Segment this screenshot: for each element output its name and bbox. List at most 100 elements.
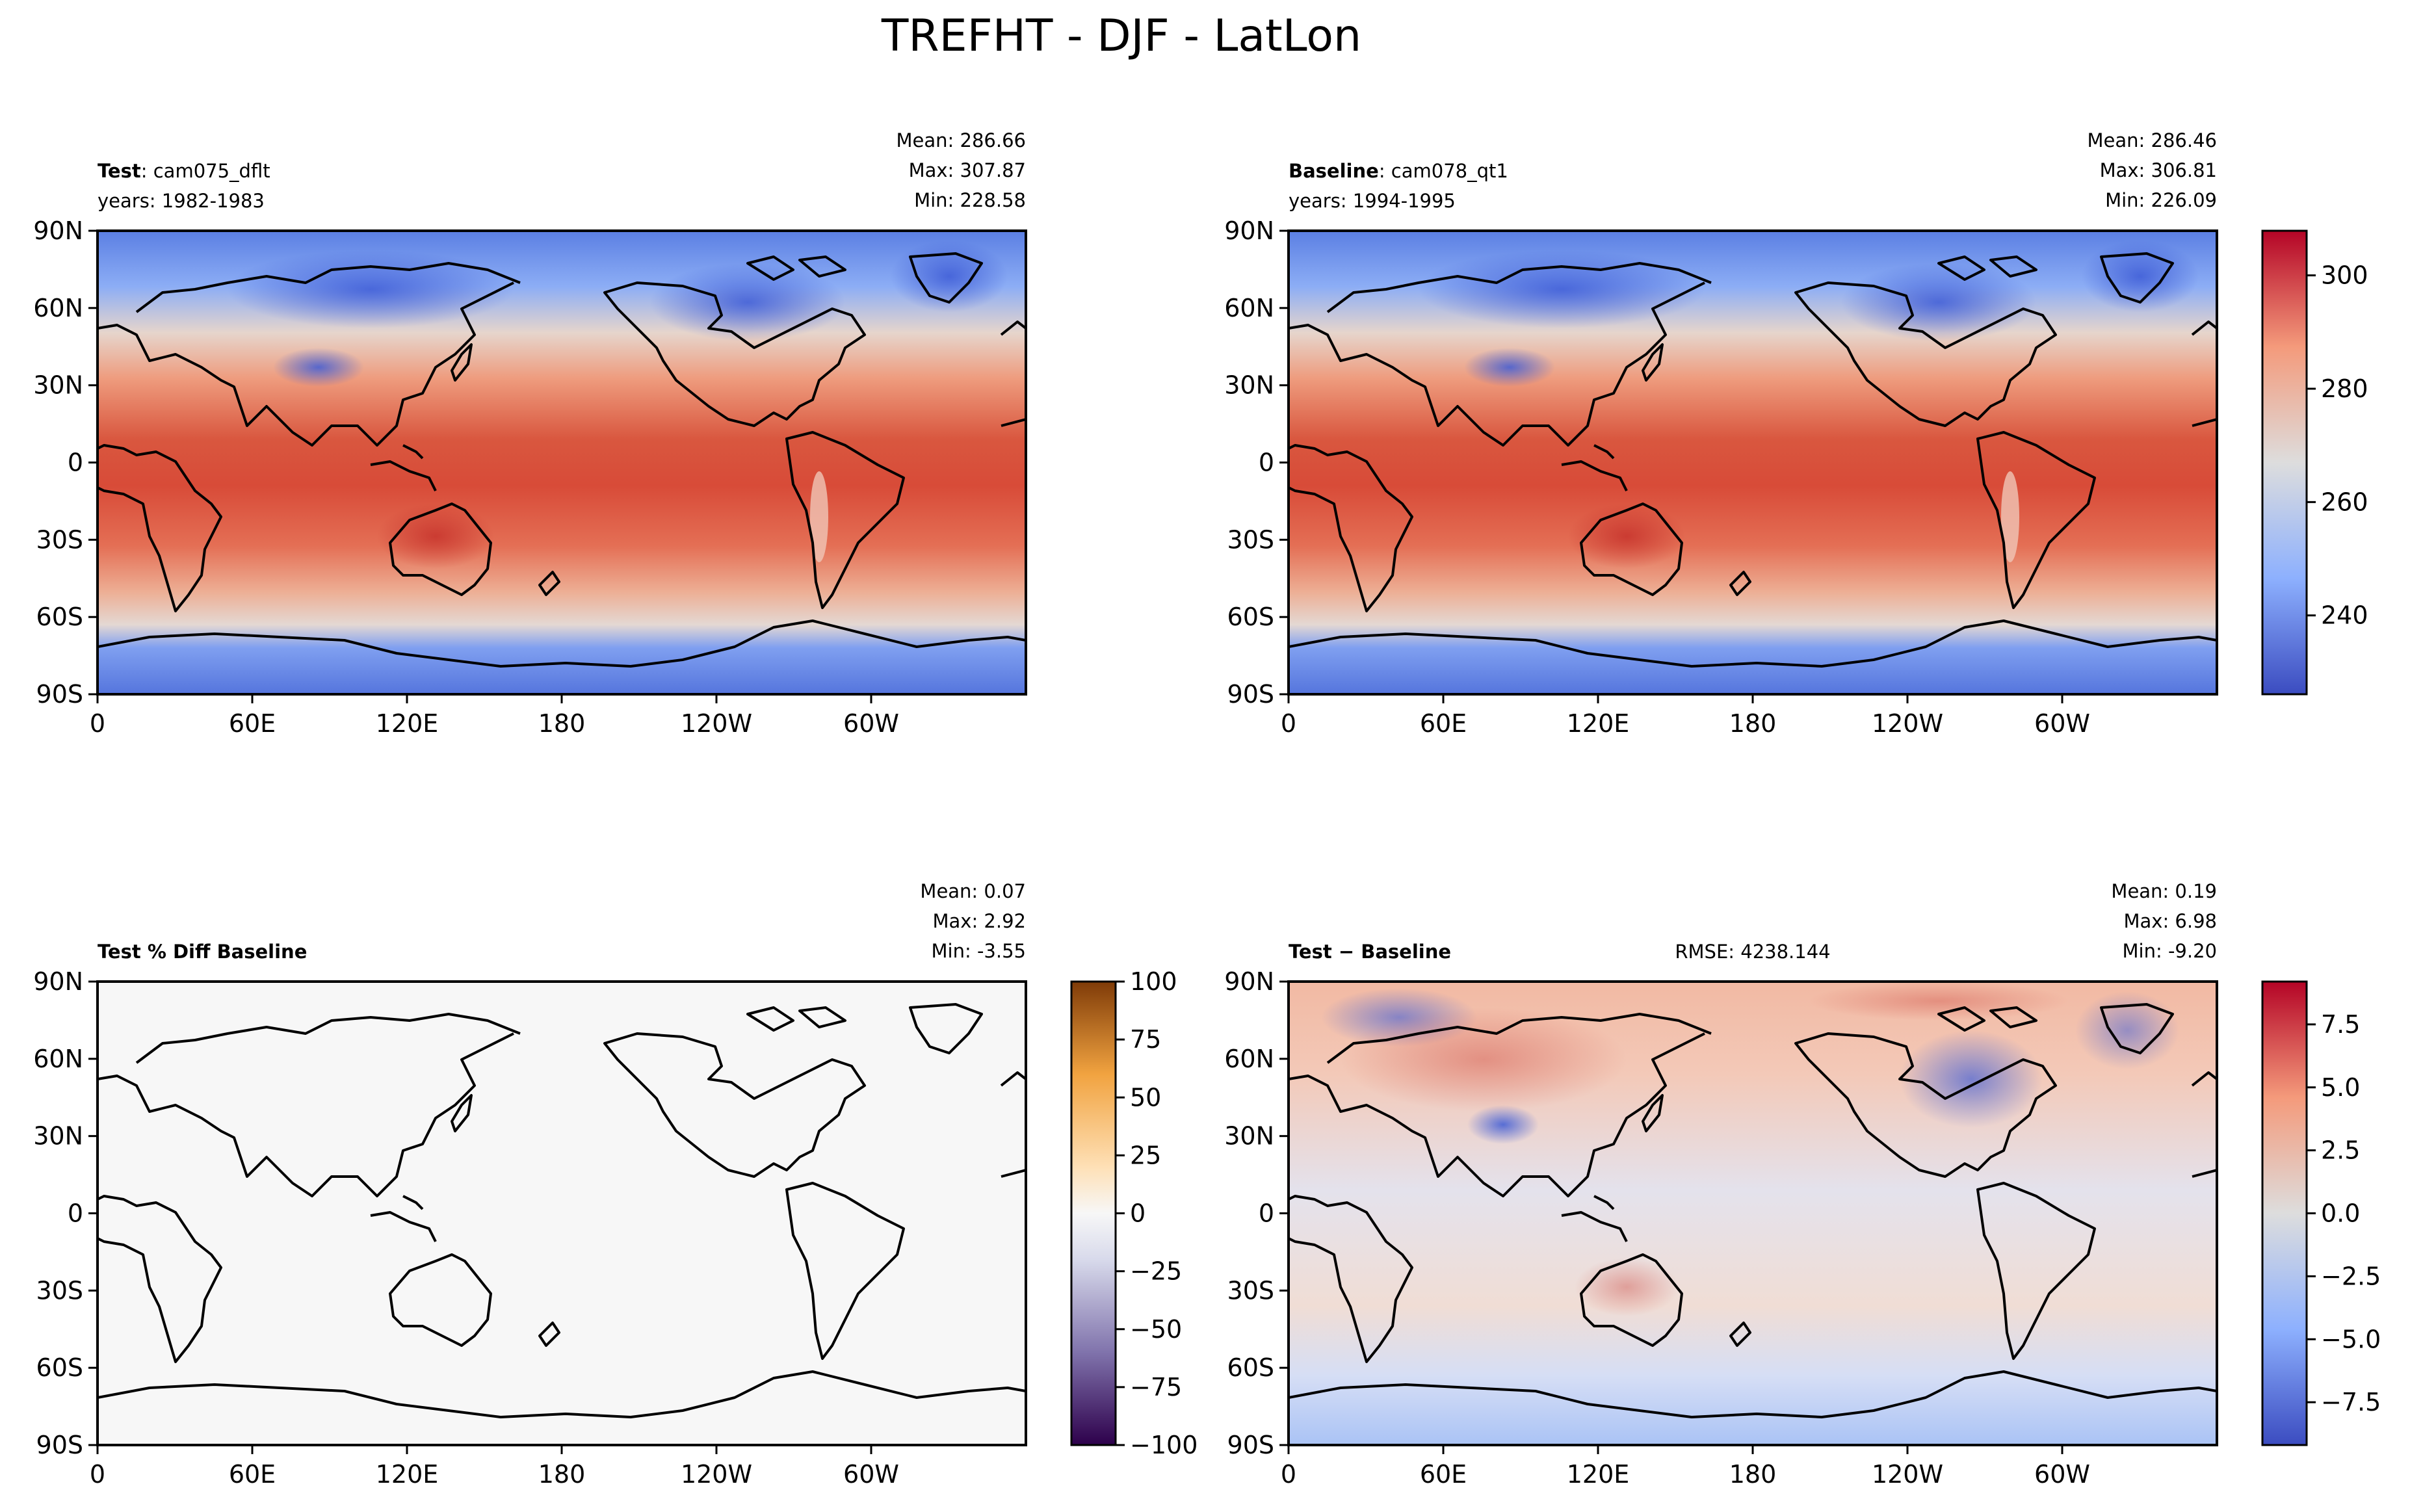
colorbar-tick-label: −2.5 xyxy=(2321,1262,2381,1290)
panel-stat: Min: 226.09 xyxy=(2105,189,2217,211)
x-tick-label: 120E xyxy=(376,1460,439,1489)
y-tick-label: 90N xyxy=(33,216,83,245)
x-tick-label: 0 xyxy=(1281,1460,1296,1489)
y-tick-label: 30S xyxy=(1227,1276,1274,1305)
y-tick-label: 30N xyxy=(33,371,83,400)
panel-stat: Max: 307.87 xyxy=(909,159,1026,181)
y-tick-label: 60N xyxy=(33,294,83,322)
x-tick-label: 0 xyxy=(90,1460,105,1489)
x-tick-label: 0 xyxy=(1281,709,1296,738)
x-tick-label: 60E xyxy=(1420,709,1467,738)
y-tick-label: 90S xyxy=(1227,1431,1274,1459)
colorbar-tick-label: −100 xyxy=(1130,1431,1198,1459)
panel-stat: Mean: 0.07 xyxy=(920,880,1026,902)
colorbar-baseline: 300 280 260 240 xyxy=(2261,229,2368,696)
x-tick-label: 180 xyxy=(1729,709,1777,738)
y-tick-label: 30N xyxy=(1224,1122,1274,1151)
x-tick-label: 60E xyxy=(1420,1460,1467,1489)
y-tick-label: 0 xyxy=(1259,1199,1274,1228)
colorbar-tick-label: 260 xyxy=(2321,488,2368,516)
colorbar-tick-label: 280 xyxy=(2321,374,2368,403)
colorbar-tick-label: −7.5 xyxy=(2321,1388,2381,1416)
colorbar-tick-label: 240 xyxy=(2321,601,2368,630)
colorbar-tick-label: 300 xyxy=(2321,261,2368,290)
map-field xyxy=(98,982,1026,1445)
colorbar-tick-label: −5.0 xyxy=(2321,1325,2381,1353)
map-panel-test: 0 60E 120E 180 120W 60W 90N 60N 30N 0 30S 60S 90S Tes… xyxy=(33,129,1027,738)
map-field xyxy=(98,231,1026,694)
y-tick-label: 90N xyxy=(1224,967,1274,996)
panel-label: Baseline: cam078_qt1 xyxy=(1289,160,1508,182)
panel-label-case: : cam078_qt1 xyxy=(1379,160,1508,182)
map-panel-baseline: 0 60E 120E 180 120W 60W 90N 60N 30N 0 30S 60S 90S Bas… xyxy=(1224,129,2218,738)
panel-stat: Min: -3.55 xyxy=(932,940,1026,962)
panel-stat: Mean: 286.46 xyxy=(2088,129,2217,151)
colorbar-tick-label: −75 xyxy=(1130,1373,1182,1401)
y-tick-label: 60N xyxy=(33,1045,83,1073)
panel-stat: Max: 2.92 xyxy=(932,910,1026,932)
y-tick-label: 30S xyxy=(36,525,83,554)
colorbar-tick-label: −25 xyxy=(1130,1257,1182,1286)
y-tick-label: 90N xyxy=(1224,216,1274,245)
x-tick-label: 60W xyxy=(2034,709,2090,738)
y-tick-label: 30S xyxy=(1227,525,1274,554)
panel-stat: Max: 306.81 xyxy=(2100,159,2217,181)
y-tick-label: 0 xyxy=(1259,449,1274,477)
panel-label: Test − Baseline xyxy=(1289,941,1451,963)
map-field xyxy=(1289,982,2217,1445)
figure-title: TREFHT - DJF - LatLon xyxy=(881,10,1361,62)
x-tick-label: 180 xyxy=(1729,1460,1777,1489)
colorbar-tick-label: 100 xyxy=(1130,967,1177,996)
colorbar-gradient xyxy=(1070,980,1117,1446)
colorbar-tick-label: −50 xyxy=(1130,1315,1182,1344)
panel-stat: Min: -9.20 xyxy=(2123,940,2217,962)
colorbar-tick-label: 25 xyxy=(1130,1141,1161,1169)
panel-label-bold: Baseline xyxy=(1289,160,1379,182)
colorbar-gradient xyxy=(2261,980,2308,1446)
x-tick-label: 120W xyxy=(681,709,752,738)
y-tick-label: 60S xyxy=(36,1353,83,1382)
colorbar-tick-label: 0.0 xyxy=(2321,1199,2360,1228)
y-tick-label: 60S xyxy=(36,603,83,631)
x-tick-label: 0 xyxy=(90,709,105,738)
y-tick-label: 0 xyxy=(68,449,83,477)
y-tick-label: 60S xyxy=(1227,1353,1274,1382)
x-tick-label: 180 xyxy=(538,709,586,738)
y-tick-label: 90S xyxy=(1227,680,1274,709)
colorbar-tick-label: 7.5 xyxy=(2321,1010,2360,1039)
panel-years: years: 1994-1995 xyxy=(1289,190,1456,212)
panel-stat: Max: 6.98 xyxy=(2123,910,2217,932)
map-panel-diff: 0 60E 120E 180 120W 60W 90N 60N 30N 0 30S 60S 90S Tes… xyxy=(1224,880,2218,1489)
colorbar-gradient xyxy=(2261,229,2308,696)
x-tick-label: 120W xyxy=(681,1460,752,1489)
colorbar-tick-label: 0 xyxy=(1130,1199,1146,1228)
y-tick-label: 90N xyxy=(33,967,83,996)
panel-stat: Mean: 286.66 xyxy=(897,129,1026,151)
panel-years: years: 1982-1983 xyxy=(98,190,265,212)
x-tick-label: 60E xyxy=(229,1460,276,1489)
x-tick-label: 60W xyxy=(2034,1460,2090,1489)
panel-label-bold: Test xyxy=(98,160,141,182)
x-tick-label: 120E xyxy=(376,709,439,738)
panel-label-case: : cam075_dflt xyxy=(141,160,270,182)
y-tick-label: 90S xyxy=(36,1431,83,1459)
y-tick-label: 60S xyxy=(1227,603,1274,631)
panel-stat: Mean: 0.19 xyxy=(2111,880,2217,902)
y-tick-label: 90S xyxy=(36,680,83,709)
y-tick-label: 30S xyxy=(36,1276,83,1305)
y-tick-label: 60N xyxy=(1224,1045,1274,1073)
colorbar-tick-label: 75 xyxy=(1130,1025,1161,1054)
panel-label: Test % Diff Baseline xyxy=(98,941,307,963)
panel-label-bold: Test − Baseline xyxy=(1289,941,1451,963)
map-field xyxy=(1289,231,2217,694)
x-tick-label: 120E xyxy=(1567,1460,1630,1489)
colorbar-tick-label: 5.0 xyxy=(2321,1073,2360,1102)
x-tick-label: 60W xyxy=(843,709,899,738)
panel-stat: Min: 228.58 xyxy=(914,189,1026,211)
colorbar-tick-label: 2.5 xyxy=(2321,1136,2360,1165)
x-tick-label: 60E xyxy=(229,709,276,738)
y-tick-label: 30N xyxy=(33,1122,83,1151)
colorbar-diff: 7.5 5.0 2.5 0.0 −2.5 −5.0 −7.5 xyxy=(2261,980,2381,1446)
x-tick-label: 180 xyxy=(538,1460,586,1489)
